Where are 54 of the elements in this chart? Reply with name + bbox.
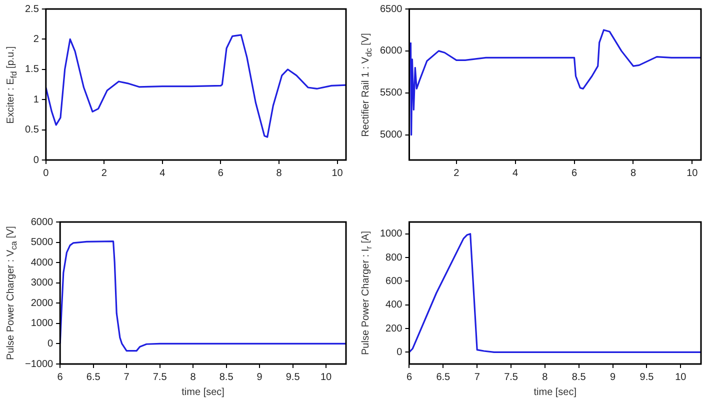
y-tick-label: 1.5 [24, 64, 40, 76]
y-tick-label: 5000 [30, 237, 54, 248]
x-tick-label: 7 [474, 372, 480, 383]
y-tick-label: 6000 [380, 46, 403, 57]
y-tick-label: 2 [33, 34, 40, 45]
x-tick-label: 8 [542, 372, 548, 383]
x-tick-label: 6 [571, 168, 578, 179]
x-tick-label: 10 [675, 372, 687, 383]
x-tick-label: 8 [276, 168, 282, 179]
x-tick-label: 10 [332, 168, 344, 179]
x-tick-label: 2 [101, 168, 108, 179]
x-tick-label: 4 [512, 168, 519, 179]
x-tick-label: 9 [610, 372, 616, 383]
y-tick-label: 2000 [30, 298, 54, 309]
x-tick-label: 7.5 [504, 372, 518, 383]
y-tick-label: 200 [386, 323, 403, 334]
y-tick-label: 0.5 [24, 124, 40, 136]
x-tick-label: 6.5 [436, 372, 451, 383]
y-tick-label: 6500 [380, 4, 403, 15]
x-tick-label: 9.5 [640, 372, 654, 383]
y-tick-label: 2.5 [24, 4, 40, 15]
y-tick-label: 0 [33, 154, 40, 166]
x-tick-label: 10 [320, 372, 332, 383]
x-tick-label: 6 [57, 372, 64, 383]
x-tick-label: 8.5 [219, 372, 234, 383]
y-tick-label: −1000 [24, 358, 54, 370]
x-tick-label: 6 [406, 372, 412, 383]
x-axis-title: time [sec] [182, 386, 225, 398]
x-tick-label: 8.5 [572, 372, 586, 383]
y-tick-label: 1 [33, 94, 40, 106]
x-tick-label: 8 [190, 372, 196, 383]
y-tick-label: 0 [396, 346, 403, 358]
x-tick-label: 8 [630, 168, 636, 179]
x-tick-label: 4 [160, 168, 166, 179]
x-axis-title: time [sec] [534, 386, 577, 398]
x-tick-label: 9 [256, 372, 263, 383]
y-tick-label: 400 [386, 300, 403, 311]
x-tick-label: 10 [686, 168, 698, 179]
y-tick-label: 5000 [380, 130, 403, 141]
y-tick-label: 1000 [380, 228, 403, 240]
y-tick-label: 5500 [380, 88, 403, 99]
y-tick-label: 0 [48, 338, 54, 350]
x-tick-label: 7.5 [152, 372, 168, 383]
x-tick-label: 6.5 [86, 372, 101, 383]
y-tick-label: 1000 [30, 318, 54, 330]
y-tick-label: 6000 [30, 216, 54, 228]
x-tick-label: 6 [218, 168, 224, 179]
y-tick-label: 600 [386, 276, 403, 287]
x-tick-label: 2 [454, 168, 460, 179]
y-tick-label: 3000 [30, 278, 54, 289]
y-tick-label: 4000 [30, 257, 54, 268]
x-tick-label: 9.5 [286, 372, 300, 383]
x-tick-label: 7 [124, 372, 130, 383]
y-tick-label: 800 [386, 252, 403, 264]
